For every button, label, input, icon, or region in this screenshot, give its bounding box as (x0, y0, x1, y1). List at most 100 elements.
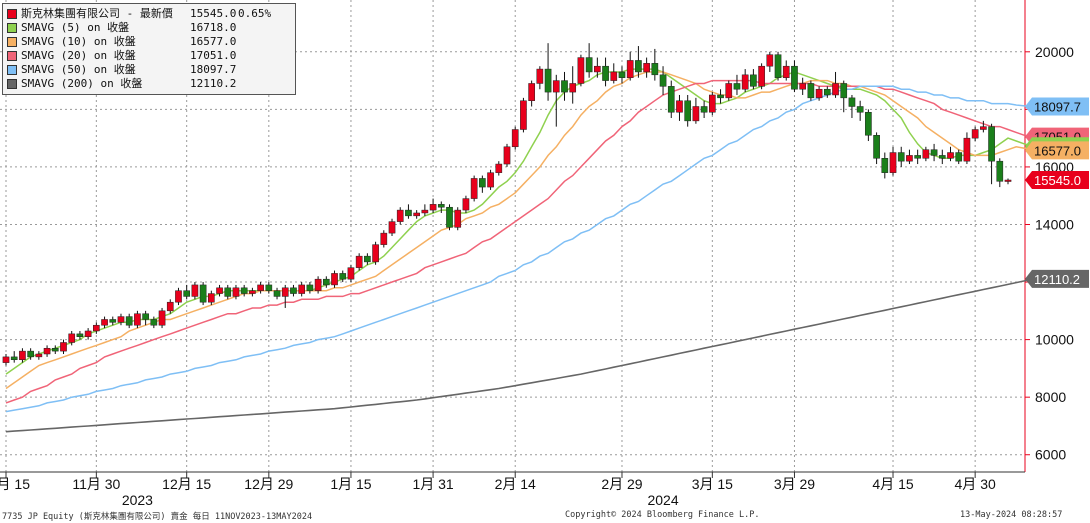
candle-body (955, 152, 963, 162)
footer-ticker: 7735 JP Equity (斯克林集團有限公司) 賣金 每日 11NOV20… (2, 512, 313, 522)
ma-line-0 (5, 68, 1033, 375)
legend-name-sma200: SMAVG (200) on 收盤 (21, 77, 143, 90)
candle-body (240, 287, 248, 294)
candle-body (183, 290, 191, 297)
candle-body (873, 135, 880, 159)
candle-body (35, 353, 43, 358)
candle-body (339, 273, 347, 280)
legend-item-sma10: SMAVG (10) on 收盤 16577.0 (7, 35, 291, 49)
candle-body (799, 83, 807, 90)
candle-body (109, 319, 117, 323)
candle-body (322, 278, 330, 286)
x-year-label: 2023 (122, 492, 153, 508)
candle-body (232, 287, 240, 297)
candle-body (832, 83, 839, 96)
candle-body (963, 137, 971, 162)
last-value-label: 16577.0 (1025, 141, 1089, 160)
candle-body (462, 198, 470, 211)
candle-body (782, 65, 790, 78)
candle-body (93, 324, 100, 332)
candle-body (708, 94, 716, 113)
candle-body (914, 155, 921, 159)
candle-body (700, 106, 708, 113)
candle-body (51, 347, 59, 352)
last-value-label: 12110.2 (1025, 269, 1089, 288)
last-value-tag (1025, 141, 1089, 160)
x-tick-label: 12月 29 (244, 476, 293, 492)
candle-body (43, 347, 51, 355)
candle-body (150, 319, 158, 326)
candle-body (2, 356, 10, 363)
legend-value-sma20: 17051.0 (190, 49, 237, 62)
legend-name-sma50: SMAVG (50) on 收盤 (21, 63, 136, 76)
candle-body (479, 178, 486, 188)
legend-swatch-price (7, 9, 17, 19)
candle-body (281, 287, 289, 297)
candle-body (667, 86, 675, 113)
x-tick-label: 11月 30 (72, 476, 120, 492)
legend-name-sma20: SMAVG (20) on 收盤 (21, 49, 136, 62)
legend-item-price: 斯克林集團有限公司 - 最新價 15545.0 0.65% (7, 7, 291, 21)
candle-body (635, 60, 642, 73)
candle-body (906, 155, 913, 162)
candle-body (692, 106, 700, 122)
candle-body (651, 63, 659, 76)
candle-body (470, 178, 478, 199)
candle-body (396, 209, 404, 222)
candle-body (306, 284, 314, 291)
candle-body (881, 158, 889, 173)
candle-body (930, 149, 938, 156)
last-value-text: 15545.0 (1034, 173, 1081, 188)
candle-body (331, 273, 338, 286)
ma-line-3 (5, 85, 1033, 413)
candle-body (823, 88, 831, 96)
candle-body (314, 278, 322, 291)
candle-body (659, 74, 667, 87)
last-value-text: 12110.2 (1034, 272, 1080, 287)
x-tick-label: 4月 30 (955, 476, 996, 492)
candle-body (980, 126, 987, 130)
candle-body (561, 80, 568, 93)
legend-name-price: 斯克林集團有限公司 - 最新價 (21, 7, 173, 20)
candle-body (437, 204, 445, 208)
candle-body (84, 330, 92, 337)
candle-body (602, 65, 609, 81)
last-value-label: 18097.7 (1025, 97, 1089, 116)
legend-item-sma5: SMAVG (5) on 收盤 16718.0 (7, 21, 291, 35)
last-value-label: 15545.0 (1025, 171, 1089, 190)
candle-body (355, 255, 363, 268)
candle-body (388, 221, 396, 234)
x-tick-label: 3月 29 (774, 476, 815, 492)
candle-body (224, 287, 232, 297)
legend-value-sma10: 16577.0 (190, 35, 237, 48)
last-value-tag (1025, 269, 1089, 288)
candle-body (725, 83, 733, 99)
candle-body (528, 83, 535, 101)
legend-value-price: 15545.0 (190, 7, 237, 20)
candle-body (848, 97, 856, 107)
candle-body (60, 342, 67, 352)
candle-body (684, 100, 692, 122)
candle-body (922, 149, 930, 159)
legend-swatch-sma200 (7, 79, 17, 89)
candle-body (552, 80, 560, 93)
legend-change-price: 0.65% (238, 7, 272, 20)
candle-body (117, 316, 125, 323)
candle-body (364, 255, 371, 263)
candle-body (207, 293, 215, 303)
candle-body (413, 212, 420, 217)
candle-body (249, 290, 256, 294)
candle-body (158, 310, 166, 326)
legend-swatch-sma50 (7, 65, 17, 75)
candle-body (511, 129, 519, 148)
candle-body (594, 65, 601, 73)
candle-body (1004, 179, 1012, 182)
x-tick-label: 2月 29 (601, 476, 642, 492)
candle-body (27, 350, 34, 358)
candle-body (290, 287, 297, 294)
legend-value-sma50: 18097.7 (190, 63, 237, 76)
x-year-label: 2024 (647, 492, 678, 508)
candle-body (610, 71, 618, 81)
candle-body (856, 106, 864, 113)
